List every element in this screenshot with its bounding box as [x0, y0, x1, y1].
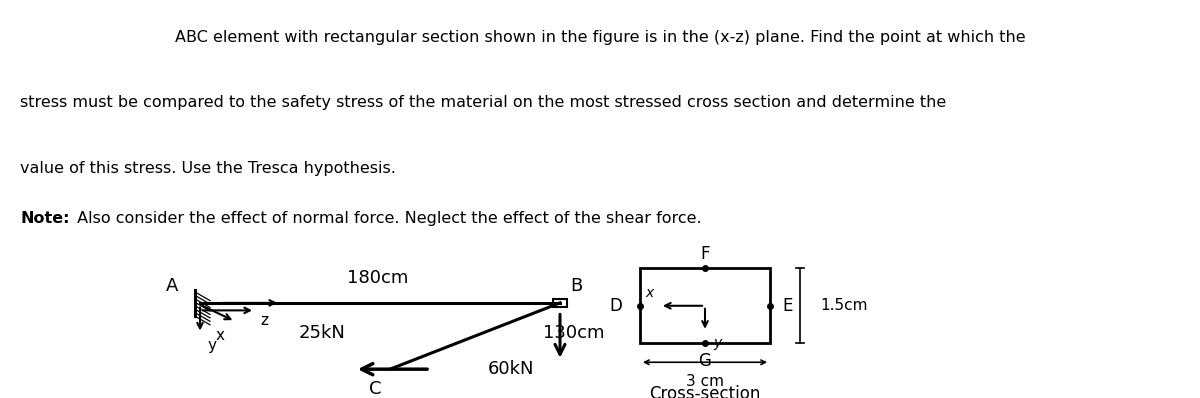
Text: y: y [208, 338, 217, 353]
Text: Note:: Note: [20, 211, 70, 226]
Text: B: B [570, 277, 582, 295]
Text: 3 cm: 3 cm [686, 374, 724, 389]
Text: C: C [370, 380, 382, 398]
Text: Also consider the effect of normal force. Neglect the effect of the shear force.: Also consider the effect of normal force… [72, 211, 702, 226]
Text: 180cm: 180cm [347, 269, 409, 287]
Text: A: A [166, 277, 178, 295]
Text: y: y [713, 336, 721, 350]
Text: z: z [260, 313, 268, 328]
Bar [640, 268, 770, 343]
Text: 25kN: 25kN [298, 324, 346, 342]
Text: value of this stress. Use the Tresca hypothesis.: value of this stress. Use the Tresca hyp… [20, 161, 396, 176]
Text: ABC element with rectangular section shown in the figure is in the (x-z) plane. : ABC element with rectangular section sho… [175, 29, 1025, 45]
Text: Cross-section: Cross-section [649, 385, 761, 398]
Text: x: x [646, 286, 654, 300]
Text: 1.5cm: 1.5cm [820, 298, 868, 313]
Bar [553, 299, 568, 307]
Text: x: x [216, 328, 224, 343]
Text: 130cm: 130cm [542, 324, 605, 342]
Text: D: D [610, 297, 622, 315]
Text: stress must be compared to the safety stress of the material on the most stresse: stress must be compared to the safety st… [20, 96, 947, 110]
Text: E: E [782, 297, 792, 315]
Text: F: F [701, 244, 709, 263]
Text: G: G [698, 352, 712, 370]
Text: 60kN: 60kN [488, 360, 534, 378]
